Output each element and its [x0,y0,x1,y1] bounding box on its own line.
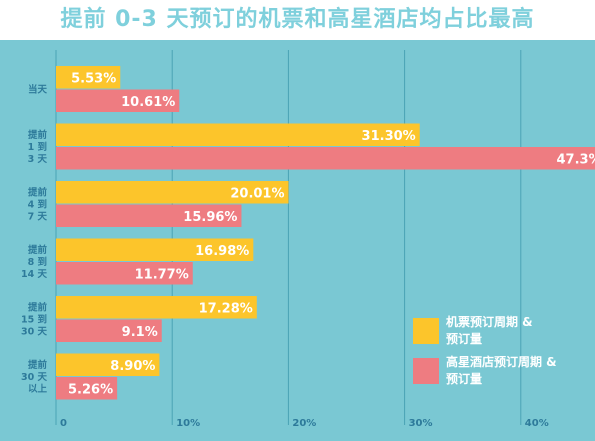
data-label: 11.77% [135,267,189,282]
data-label: 5.26% [68,382,113,397]
category-label: 提前 15 到 30 天 [21,302,48,338]
category-label: 提前 8 到 14 天 [21,244,48,280]
hotel-bar [56,204,242,227]
x-tick-label: 30% [409,418,433,429]
x-tick-label: 20% [292,418,316,429]
data-label: 16.98% [195,244,249,259]
category-label: 提前 30 天以上 [21,359,48,395]
bars: 5.53% 10.61% 31.30% 47.3% 20.01% 15.96% 16.98%… [56,66,595,400]
data-label: 47.3% [557,152,595,167]
chart-title: 提前 0-3 天预订的机票和高星酒店均占比最高 [60,7,535,32]
flight-bar [56,66,121,89]
flight-bar [56,353,160,376]
flight-bar [56,238,254,261]
hotel-bar [56,319,162,342]
x-tick-label: 40% [525,418,549,429]
legend-swatch-flight [413,318,439,344]
category-label: 当天 [28,84,48,96]
flight-bar [56,181,289,204]
hotel-bar [56,377,118,400]
x-tick-label: 0 [60,418,67,429]
hotel-bar [56,147,595,170]
data-label: 10.61% [121,95,175,110]
data-label: 20.01% [230,186,284,201]
x-axis-ticks: 0 10% 20% 30% 40% [60,418,549,429]
hotel-bar [56,262,193,285]
x-tick-label: 10% [176,418,200,429]
legend-label: 高星酒店预订周期 &预订量 [446,354,557,386]
legend-swatch-hotel [413,358,439,384]
flight-bar [56,123,420,146]
data-label: 8.90% [110,359,155,374]
flight-bar [56,296,257,319]
data-label: 15.96% [183,210,237,225]
hotel-bar [56,89,180,112]
data-label: 5.53% [71,71,116,86]
data-label: 9.1% [122,325,158,340]
data-label: 17.28% [199,301,253,316]
legend-label: 机票预订周期 &预订量 [446,314,533,346]
data-label: 31.30% [362,129,416,144]
